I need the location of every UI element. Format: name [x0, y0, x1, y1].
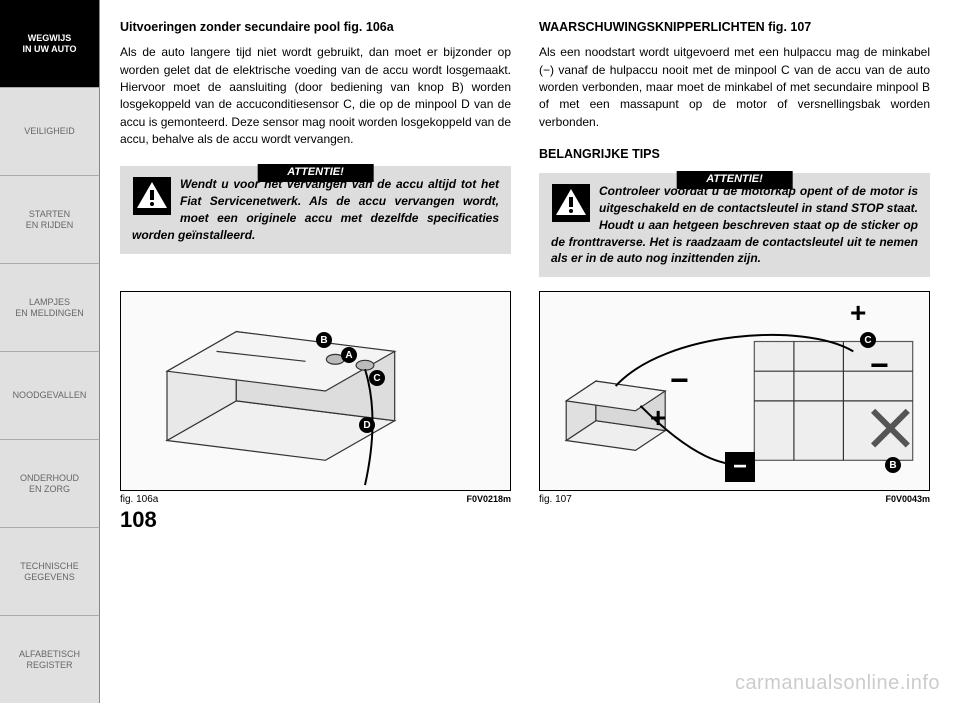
- plus-symbol: +: [850, 297, 866, 329]
- figure-106a-caption: fig. 106a: [120, 494, 158, 505]
- sidebar-label: ONDERHOUDEN ZORG: [20, 473, 79, 495]
- sidebar-item-noodgevallen[interactable]: NOODGEVALLEN: [0, 351, 100, 439]
- figure-106a-code: F0V0218m: [466, 494, 511, 505]
- figure-106a-frame: B A C D: [120, 291, 511, 491]
- sidebar-item-onderhoud[interactable]: ONDERHOUDEN ZORG: [0, 439, 100, 527]
- left-paragraph: Als de auto langere tijd niet wordt gebr…: [120, 44, 511, 148]
- warning-triangle-icon: [132, 176, 172, 221]
- minus-symbol: −: [670, 362, 689, 399]
- sidebar-nav: WEGWIJSIN UW AUTO VEILIGHEID STARTENEN R…: [0, 0, 100, 703]
- warning-box-left: ATTENTIE! Wendt u voor het vervangen van…: [120, 166, 511, 253]
- figure-107: + + − − − C B fig. 107 F0V0043m: [539, 291, 930, 533]
- figures-row: B A C D fig. 106a F0V0218m 108: [120, 291, 930, 533]
- sidebar-label: VEILIGHEID: [24, 126, 75, 137]
- plus-symbol: +: [650, 402, 666, 434]
- sidebar-label: TECHNISCHEGEGEVENS: [20, 561, 79, 583]
- left-column: Uitvoeringen zonder secundaire pool fig.…: [120, 18, 511, 277]
- sidebar-item-starten[interactable]: STARTENEN RIJDEN: [0, 175, 100, 263]
- figure-107-frame: + + − − − C B: [539, 291, 930, 491]
- ground-minus-icon: −: [725, 452, 755, 482]
- left-heading: Uitvoeringen zonder secundaire pool fig.…: [120, 18, 511, 36]
- figure-107-caption-row: fig. 107 F0V0043m: [539, 494, 930, 505]
- figure-107-caption: fig. 107: [539, 494, 572, 505]
- figure-106a: B A C D fig. 106a F0V0218m 108: [120, 291, 511, 533]
- right-paragraph: Als een noodstart wordt uitgevoerd met e…: [539, 44, 930, 131]
- warning-header: ATTENTIE!: [676, 171, 793, 188]
- sidebar-label: STARTENEN RIJDEN: [26, 209, 74, 231]
- tips-label: BELANGRIJKE TIPS: [539, 145, 930, 163]
- warning-text: Wendt u voor het vervangen van de accu a…: [132, 176, 499, 243]
- warning-header: ATTENTIE!: [257, 164, 374, 181]
- minus-symbol: −: [870, 347, 889, 384]
- sidebar-label: LAMPJESEN MELDINGEN: [15, 297, 84, 319]
- figure-107-code: F0V0043m: [885, 494, 930, 505]
- sidebar-item-veiligheid[interactable]: VEILIGHEID: [0, 87, 100, 175]
- watermark: carmanualsonline.info: [735, 672, 940, 695]
- sidebar-label: ALFABETISCHREGISTER: [19, 649, 80, 671]
- sidebar-label: WEGWIJSIN UW AUTO: [23, 33, 77, 55]
- warning-box-right: ATTENTIE! Controleer voordat u de motork…: [539, 173, 930, 277]
- sidebar-item-technische[interactable]: TECHNISCHEGEGEVENS: [0, 527, 100, 615]
- page-number: 108: [120, 507, 511, 533]
- text-columns: Uitvoeringen zonder secundaire pool fig.…: [120, 18, 930, 277]
- sidebar-item-lampjes[interactable]: LAMPJESEN MELDINGEN: [0, 263, 100, 351]
- figure-106a-caption-row: fig. 106a F0V0218m: [120, 494, 511, 505]
- sidebar-label: NOODGEVALLEN: [13, 390, 87, 401]
- page: WEGWIJSIN UW AUTO VEILIGHEID STARTENEN R…: [0, 0, 960, 703]
- sidebar-item-alfabetisch[interactable]: ALFABETISCHREGISTER: [0, 615, 100, 703]
- battery-diagram-icon: [121, 292, 510, 490]
- warning-text: Controleer voordat u de motorkap opent o…: [551, 183, 918, 267]
- warning-triangle-icon: [551, 183, 591, 228]
- sidebar-item-wegwijs[interactable]: WEGWIJSIN UW AUTO: [0, 0, 100, 87]
- right-heading: WAARSCHUWINGSKNIPPERLICHTEN fig. 107: [539, 18, 930, 36]
- page-content: Uitvoeringen zonder secundaire pool fig.…: [100, 0, 960, 703]
- right-column: WAARSCHUWINGSKNIPPERLICHTEN fig. 107 Als…: [539, 18, 930, 277]
